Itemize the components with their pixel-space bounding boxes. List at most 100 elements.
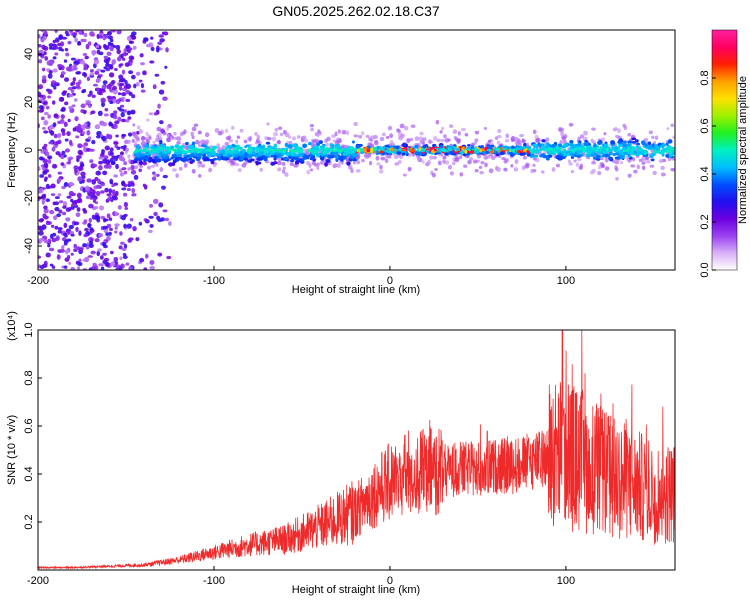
- spectrogram-pixel: [406, 138, 411, 144]
- spectrogram-pixel: [181, 150, 187, 154]
- colorbar-tick-label: 0.6: [699, 118, 711, 133]
- spectrogram-pixel: [114, 223, 120, 227]
- spectrogram-pixel: [643, 137, 649, 142]
- spectrogram-pixel: [47, 114, 51, 119]
- spectrogram-pixel: [484, 150, 490, 155]
- spectrogram-pixel: [99, 32, 104, 36]
- spectrogram-pixel: [162, 153, 168, 157]
- spectrogram-pixel: [77, 149, 83, 156]
- spectrogram-pixel: [449, 146, 455, 150]
- spectrogram-pixel: [225, 146, 229, 150]
- spectrogram-pixel: [576, 155, 581, 158]
- spectrogram-pixel: [157, 103, 161, 109]
- spectrogram-pixel: [472, 159, 478, 164]
- spectrogram-pixel: [138, 156, 143, 160]
- spectrogram-pixel: [251, 153, 256, 157]
- spectrogram-pixel: [312, 151, 316, 155]
- spectrogram-pixel: [627, 150, 632, 155]
- spectrogram-pixel: [390, 147, 394, 152]
- spectrogram-pixel: [152, 84, 157, 90]
- spectrogram-pixel: [647, 145, 653, 149]
- spectrogram-pixel: [273, 131, 278, 137]
- spectrogram-pixel: [152, 173, 158, 178]
- spectrogram-pixel: [171, 168, 177, 172]
- spectrogram-pixel: [78, 143, 83, 148]
- spectrogram-pixel: [38, 105, 44, 110]
- spectrogram-pixel: [121, 133, 127, 137]
- spectrogram-pixel: [614, 161, 620, 165]
- spectrogram-pixel: [626, 144, 631, 148]
- spectrogram-pixel: [56, 254, 61, 260]
- spectrogram-pixel: [322, 151, 328, 155]
- spectrogram-pixel: [57, 226, 63, 231]
- spectrogram-pixel: [60, 71, 66, 76]
- spectrogram-pixel: [126, 110, 132, 116]
- spectrogram-pixel: [179, 166, 183, 171]
- spectrogram-pixel: [579, 163, 584, 168]
- spectrogram-pixel: [159, 38, 165, 43]
- spectrogram-pixel: [64, 30, 69, 35]
- spectrogram-pixel: [64, 138, 69, 142]
- spectrogram-pixel: [497, 134, 502, 139]
- spectrogram-pixel: [160, 146, 165, 151]
- spectrogram-pixel: [109, 46, 114, 52]
- spectrogram-pixel: [59, 249, 66, 253]
- spectrogram-pixel: [198, 131, 202, 135]
- spectrogram-pixel: [551, 144, 556, 147]
- spectrogram-pixel: [183, 163, 188, 168]
- spectrogram-pixel: [120, 263, 125, 269]
- spectrogram-pixel: [109, 64, 114, 70]
- spectrogram-pixel: [625, 155, 629, 160]
- spectrogram-pixel: [575, 162, 580, 168]
- spectrogram-pixel: [55, 37, 60, 43]
- spectrogram-pixel: [156, 158, 162, 163]
- spectrogram-pixel: [102, 225, 108, 230]
- spectrogram-pixel: [73, 221, 80, 226]
- spectrogram-pixel: [149, 265, 155, 270]
- spectrogram-pixel: [384, 158, 389, 164]
- spectrogram-pixel: [532, 143, 537, 147]
- spectrogram-pixel: [155, 163, 159, 168]
- spectrogram-pixel: [369, 142, 373, 146]
- spectrogram-pixel: [138, 221, 143, 226]
- spectrogram-pixel: [50, 130, 55, 136]
- spectrogram-pixel: [164, 65, 168, 69]
- spectrogram-pixel: [441, 126, 445, 131]
- spectrogram-pixel: [130, 109, 136, 115]
- spectrogram-pixel: [222, 156, 226, 160]
- spectrogram-pixel: [294, 147, 298, 150]
- spectrogram-pixel: [55, 151, 61, 156]
- spectrogram-pixel: [39, 97, 43, 101]
- spectrogram-pixel: [105, 63, 110, 67]
- spectrogram-pixel: [666, 127, 670, 131]
- spectrogram-pixel: [278, 126, 283, 131]
- spectrogram-pixel: [89, 148, 95, 152]
- spectrogram-pixel: [316, 153, 321, 158]
- spectrogram-pixel: [613, 126, 619, 131]
- spectrogram-pixel: [101, 135, 107, 142]
- spectrogram-pixel: [150, 158, 156, 163]
- snr-y-ticks: 0.2 0.4 0.6 0.8 1.0: [23, 322, 42, 530]
- spectrogram-pixel: [86, 76, 91, 82]
- spectrogram-pixel: [64, 249, 69, 255]
- spectrogram-pixel: [131, 31, 137, 36]
- spectrogram-pixel: [496, 140, 501, 145]
- spectrogram-pixel: [103, 113, 109, 117]
- spectrogram-pixel: [54, 30, 58, 33]
- spectrogram-pixel: [113, 141, 119, 145]
- spectrogram-pixel: [442, 159, 446, 164]
- spectrogram-pixel: [535, 137, 541, 143]
- spectrogram-pixel: [123, 243, 128, 249]
- spectrogram-pixel: [601, 163, 605, 168]
- spectrogram-pixel: [119, 104, 125, 108]
- spectrogram-pixel: [61, 128, 65, 132]
- spectrogram-pixel: [583, 130, 588, 136]
- spectrogram-pixel: [100, 190, 105, 194]
- spectrogram-pixel: [111, 80, 116, 84]
- spectrogram-pixel: [159, 167, 164, 173]
- spectrogram-pixel: [60, 162, 65, 166]
- spectrogram-pixel: [83, 67, 88, 71]
- spectrogram-pixel: [148, 42, 154, 48]
- spectrogram-pixel: [98, 263, 104, 267]
- spectrogram-pixel: [150, 164, 155, 168]
